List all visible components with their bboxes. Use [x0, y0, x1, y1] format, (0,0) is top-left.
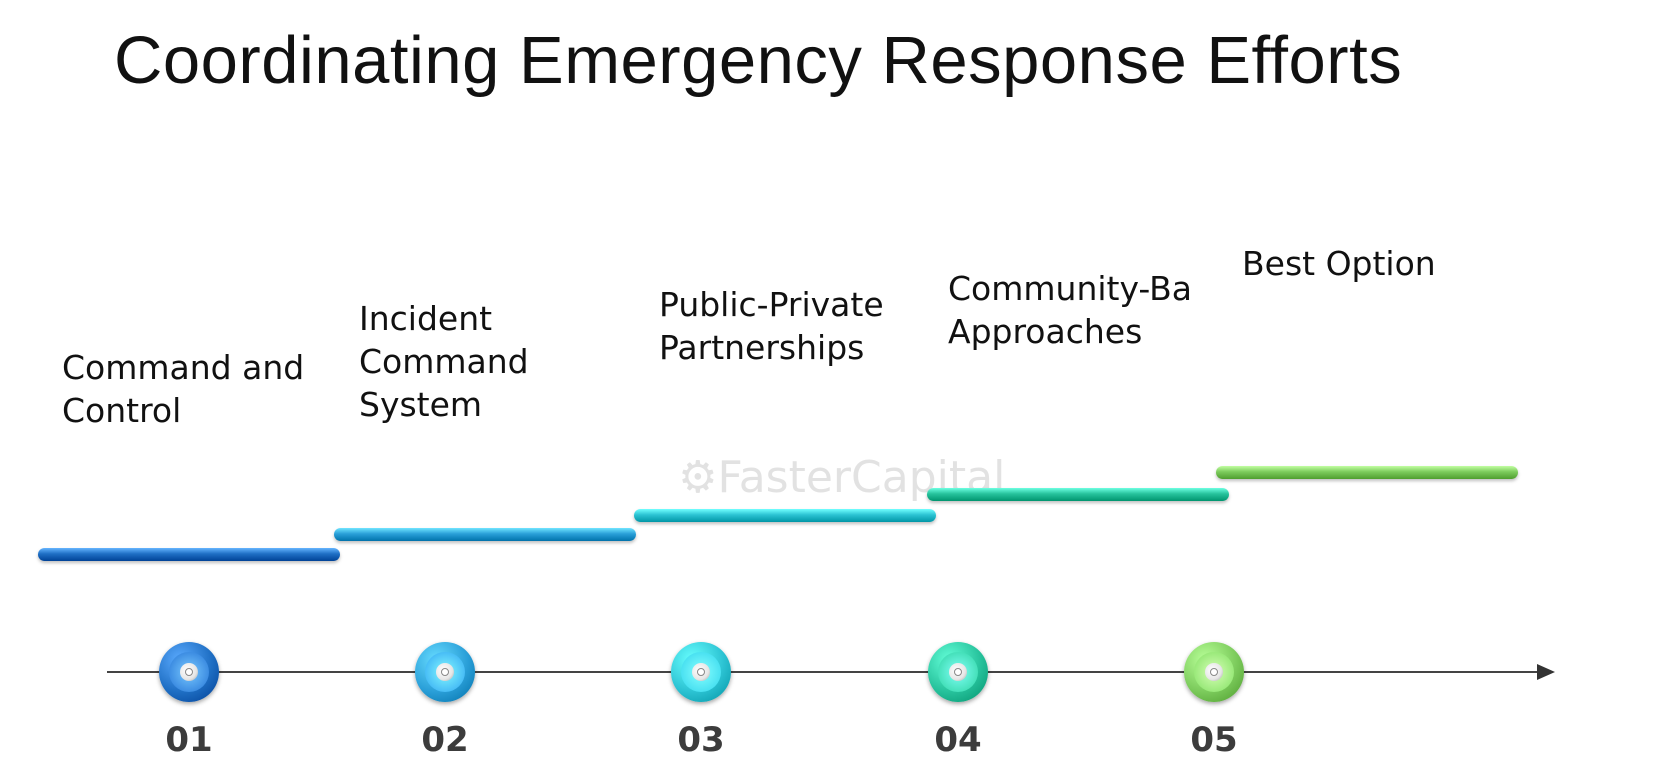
timeline-node-2: [415, 642, 475, 702]
watermark-logo-icon: ⚙: [678, 452, 718, 503]
step-bar-3: [634, 509, 936, 522]
timeline-node-4: [928, 642, 988, 702]
step-label-2: Incident Command System: [359, 299, 529, 424]
step-number-4: 04: [934, 720, 982, 760]
step-number-3: 03: [677, 720, 725, 760]
timeline-node-3: [671, 642, 731, 702]
step-bar-4: [927, 488, 1229, 501]
page-title: Coordinating Emergency Response Efforts: [114, 23, 1403, 98]
step-number-2: 02: [421, 720, 469, 760]
step-number-1: 01: [165, 720, 213, 760]
timeline-node-5: [1184, 642, 1244, 702]
step-label-3: Public-Private Partnerships: [659, 285, 884, 367]
step-label-1: Command and Control: [62, 348, 305, 430]
step-label-4: Community-Ba Approaches: [948, 269, 1193, 351]
timeline-node-1: [159, 642, 219, 702]
step-bar-2: [334, 528, 636, 541]
step-bar-5: [1216, 466, 1518, 479]
step-bar-1: [38, 548, 340, 561]
step-label-5: Best Option: [1242, 244, 1436, 283]
step-number-5: 05: [1190, 720, 1238, 760]
arrow-right-icon: [1537, 664, 1555, 680]
timeline-axis: [107, 671, 1537, 673]
